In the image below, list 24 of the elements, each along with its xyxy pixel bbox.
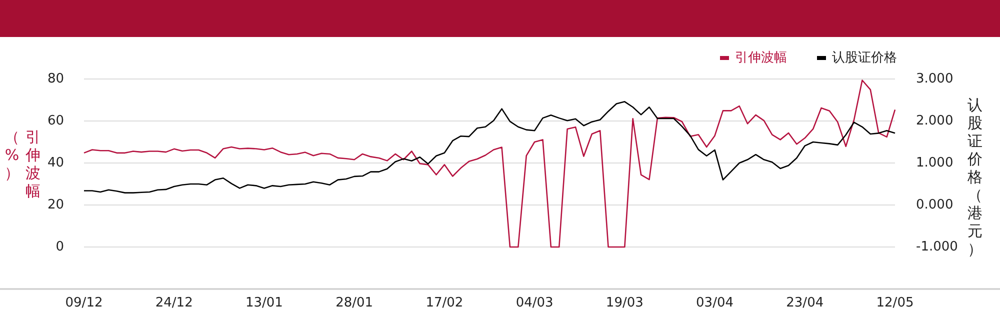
x-tick-label: 28/01	[336, 296, 374, 310]
y-tick-label: 0	[56, 240, 64, 254]
y-tick-label: 60	[47, 114, 64, 128]
y-tick-label: 80	[47, 72, 64, 86]
x-tick-label: 19/03	[606, 296, 644, 310]
x-tick-label: 23/04	[786, 296, 824, 310]
y-tick-label: 20	[47, 198, 64, 212]
y2-tick-label: 0.000	[916, 198, 954, 212]
x-tick-label: 04/03	[516, 296, 554, 310]
y2-tick-label: -1.000	[916, 240, 958, 254]
x-tick-label: 09/12	[65, 296, 103, 310]
y2-tick-label: 3.000	[916, 72, 954, 86]
x-tick-label: 12/05	[876, 296, 914, 310]
y2-axis-title: 认股证价格（港元）	[968, 96, 982, 258]
y2-tick-label: 1.000	[916, 156, 954, 170]
legend-label: 认股证价格	[832, 50, 897, 66]
x-tick-label: 17/02	[426, 296, 464, 310]
x-tick-label: 03/04	[696, 296, 734, 310]
y-tick-label: 40	[47, 156, 64, 170]
x-tick-label: 24/12	[155, 296, 193, 310]
y2-tick-label: 2.000	[916, 114, 954, 128]
x-tick-label: 13/01	[245, 296, 283, 310]
y-axis-title: 引伸波幅（%）	[4, 128, 40, 200]
legend-label: 引伸波幅	[735, 50, 787, 66]
